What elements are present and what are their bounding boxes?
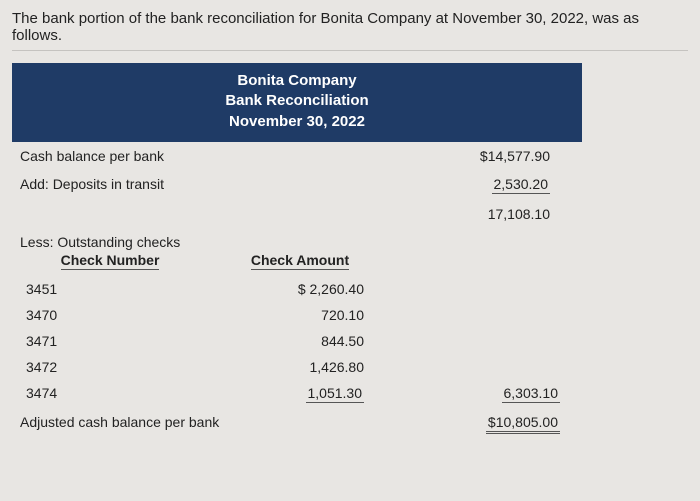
check-headers: Check Number Check Amount [12,250,582,276]
row-subtotal: 17,108.10 [12,200,582,228]
check-number: 3451 [20,281,200,297]
check-row: 3470 720.10 [12,302,582,328]
check-number: 3471 [20,333,200,349]
subtotal-value: 17,108.10 [410,206,550,222]
adjusted-value: $10,805.00 [486,414,560,434]
check-amount: 844.50 [200,333,400,349]
panel-header: Bonita Company Bank Reconciliation Novem… [12,63,582,142]
check-amount: 1,426.80 [200,359,400,375]
row-adjusted: Adjusted cash balance per bank $10,805.0… [12,408,582,440]
less-outstanding-label: Less: Outstanding checks [12,228,582,250]
add-deposits-label: Add: Deposits in transit [20,176,270,192]
intro-text: The bank portion of the bank reconciliat… [12,10,688,51]
add-deposits-value: 2,530.20 [492,176,551,194]
check-row: 3472 1,426.80 [12,354,582,380]
adjusted-label: Adjusted cash balance per bank [20,414,400,430]
check-amount: 1,051.30 [306,385,365,403]
check-row: 3451 $ 2,260.40 [12,276,582,302]
check-row: 3471 844.50 [12,328,582,354]
row-cash-balance: Cash balance per bank $14,577.90 [12,142,582,170]
header-company: Bonita Company [12,71,582,91]
header-title: Bank Reconciliation [12,91,582,111]
check-number: 3474 [20,385,200,401]
checks-total: 6,303.10 [502,385,561,403]
row-add-deposits: Add: Deposits in transit 2,530.20 [12,170,582,200]
check-number: 3470 [20,307,200,323]
check-number-header: Check Number [61,252,160,270]
check-row: 3474 1,051.30 6,303.10 [12,380,582,408]
check-amount: $ 2,260.40 [200,281,400,297]
header-date: November 30, 2022 [12,112,582,132]
check-amount-header: Check Amount [251,252,349,270]
cash-balance-value: $14,577.90 [410,148,550,164]
cash-balance-label: Cash balance per bank [20,148,270,164]
reconciliation-panel: Bonita Company Bank Reconciliation Novem… [12,63,582,440]
check-number: 3472 [20,359,200,375]
check-amount: 720.10 [200,307,400,323]
